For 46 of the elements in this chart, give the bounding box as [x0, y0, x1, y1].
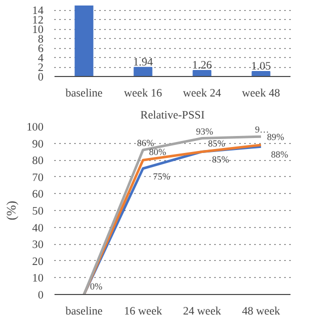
data-label: 93%: [196, 127, 214, 138]
x-tick-label: 16 week: [124, 306, 162, 318]
y-tick-label: 60: [32, 188, 44, 201]
data-label: 88%: [271, 150, 288, 161]
y-tick-label: 100: [26, 122, 44, 134]
y-tick-label: 4: [38, 52, 44, 65]
y-tick-label: 12: [32, 14, 44, 27]
y-tick-label: 20: [32, 256, 44, 268]
y-tick-label: 0: [38, 290, 44, 302]
data-label: 85%: [212, 156, 230, 166]
data-label: 9…: [255, 126, 269, 136]
bar: [252, 71, 270, 76]
x-tick-label: week 24: [182, 88, 222, 100]
y-tick-label: 80: [32, 155, 44, 168]
x-tick-label: week 48: [242, 88, 280, 100]
y-tick-label: 0: [38, 72, 44, 84]
y-tick-label: 10: [32, 24, 44, 36]
y-tick-label: 90: [32, 138, 44, 150]
y-axis-title: (%): [4, 200, 19, 220]
x-tick-label: 24 week: [182, 306, 222, 318]
data-label: 0%: [90, 282, 103, 292]
data-label: 1.94: [133, 56, 154, 68]
y-tick-label: 2: [38, 62, 44, 74]
y-tick-label: 8: [38, 34, 44, 46]
y-tick-label: 14: [32, 5, 44, 18]
bar: [134, 66, 152, 76]
data-label: 75%: [153, 172, 170, 182]
data-label: 80%: [149, 148, 166, 158]
y-tick-label: 70: [32, 172, 44, 184]
y-tick-label: 30: [32, 239, 44, 252]
x-tick-label: baseline: [65, 88, 103, 100]
y-tick-label: 6: [38, 43, 44, 56]
data-label: 85%: [208, 140, 226, 150]
x-tick-label: week 16: [124, 88, 162, 100]
y-tick-label: 50: [32, 206, 44, 218]
y-tick-label: 10: [32, 272, 44, 285]
data-label: 1.26: [192, 60, 212, 72]
data-label: 89%: [267, 132, 284, 143]
bar: [192, 70, 212, 76]
chart-title: Relative-PSSI: [140, 110, 205, 122]
x-tick-label: baseline: [65, 306, 103, 318]
x-tick-label: 48 week: [242, 306, 280, 318]
y-tick-label: 40: [32, 222, 44, 234]
data-label: 86%: [137, 139, 154, 150]
data-label: 1.05: [251, 60, 272, 73]
bar: [74, 6, 94, 76]
